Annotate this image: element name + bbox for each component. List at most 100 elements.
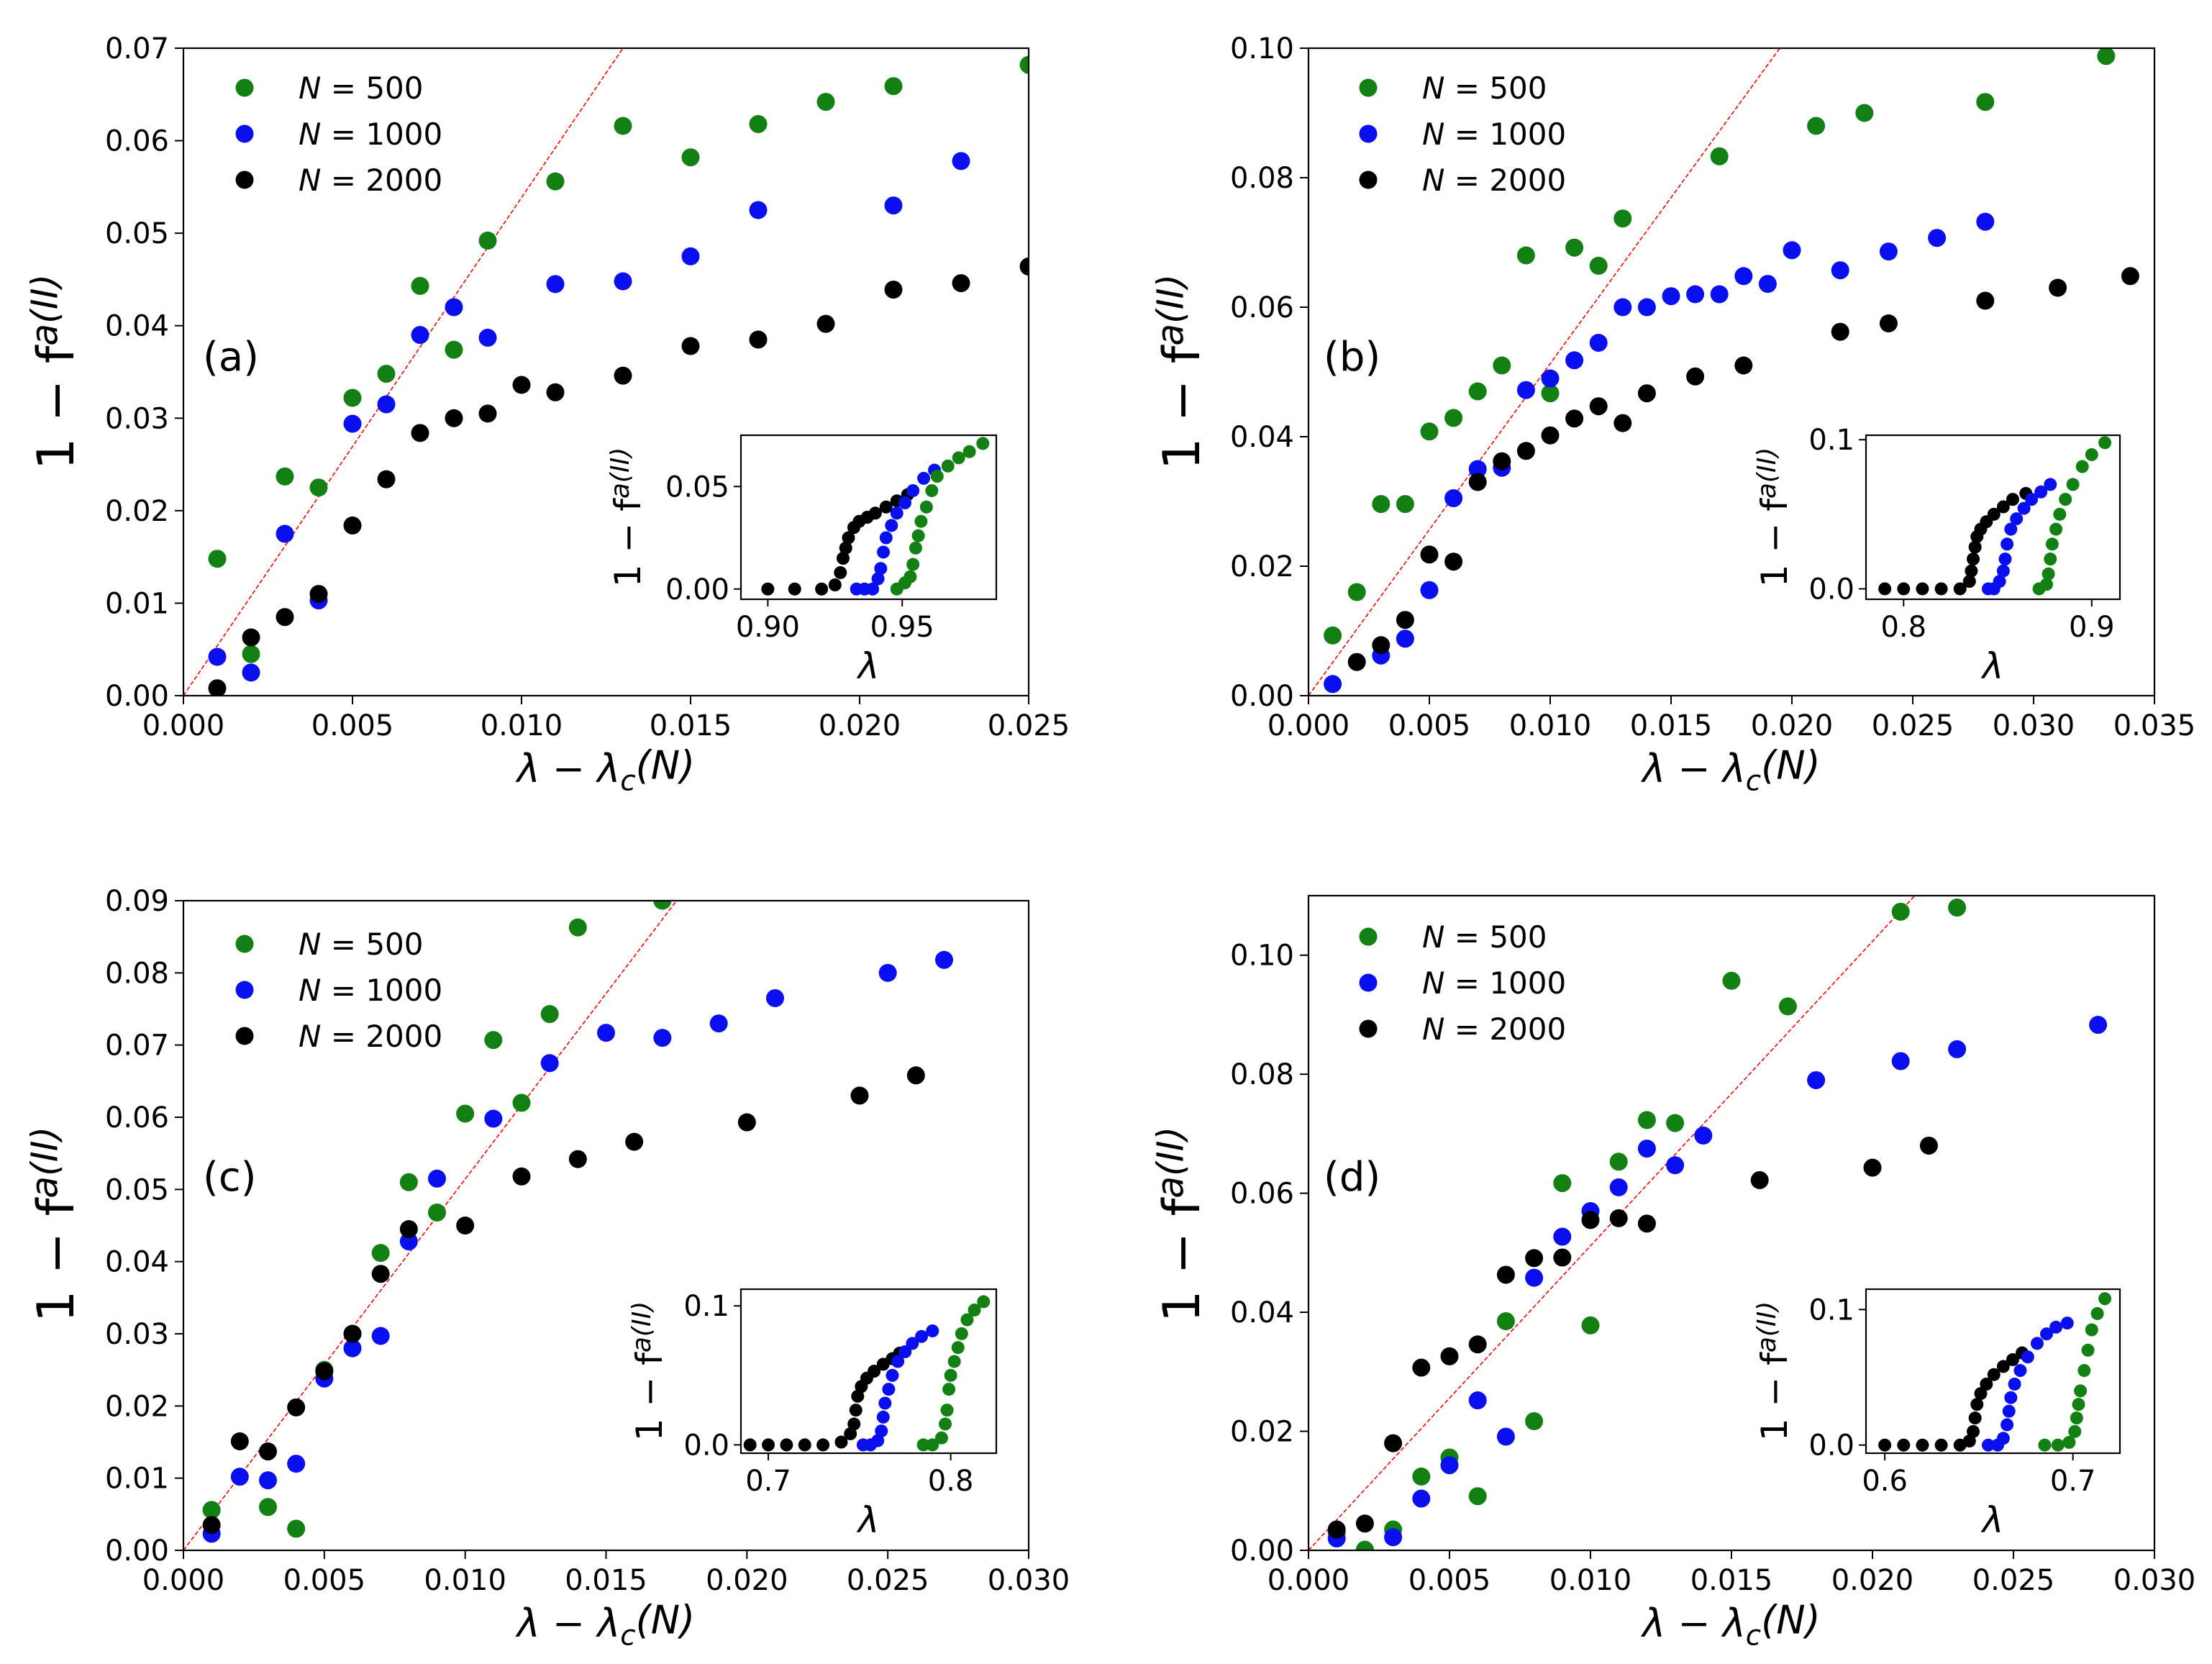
data-point	[1879, 242, 1898, 261]
inset-data-point	[828, 578, 842, 592]
legend-var: N	[1422, 965, 1444, 1001]
x-tick-label: 0.030	[1993, 709, 2075, 742]
x-tick-label: 0.010	[481, 709, 563, 742]
inset-data-point	[875, 1424, 888, 1438]
data-point	[1694, 1126, 1713, 1145]
data-point	[377, 470, 396, 488]
data-point	[242, 645, 260, 663]
inset-data-point	[871, 572, 885, 586]
inset-y-tick-label: 0.00	[665, 573, 729, 606]
inset-data-point	[780, 1438, 793, 1452]
inset-series-N500	[2038, 1292, 2112, 1452]
data-point	[399, 1173, 418, 1191]
data-point	[478, 231, 497, 250]
x-tick-label: 0.010	[424, 1564, 506, 1597]
inset-series-N500	[2032, 436, 2112, 596]
inset-data-point	[849, 1404, 863, 1417]
y-tick-label: 0.02	[105, 1390, 169, 1423]
data-point	[1440, 1347, 1459, 1365]
inset-data-point	[847, 1417, 861, 1431]
legend-label: N = 500	[299, 927, 423, 962]
x-tick-label: 0.020	[1831, 1564, 1914, 1597]
legend-value: = 500	[321, 927, 423, 962]
inset-x-axis-label: λ	[1980, 1499, 2004, 1541]
inset-data-point	[2030, 1337, 2044, 1350]
data-point	[1831, 261, 1849, 280]
inset-data-point	[1934, 582, 1948, 596]
y-tick-label: 0.08	[1230, 162, 1294, 195]
legend-var: N	[1422, 117, 1444, 152]
inset-data-point	[1965, 564, 1978, 578]
data-point	[1525, 1411, 1544, 1430]
y-tick-label: 0.02	[105, 495, 169, 528]
y-axis-label-sup: a(II)	[1149, 274, 1191, 346]
data-point	[377, 365, 396, 383]
inset-data-point	[2049, 522, 2063, 536]
inset-series-N500	[916, 1295, 991, 1452]
data-point	[371, 1265, 390, 1283]
x-tick-label: 0.005	[311, 709, 394, 742]
inset-data-point	[2001, 537, 2014, 551]
data-point	[749, 330, 768, 349]
data-point	[399, 1220, 418, 1239]
inset-y-axis-label-base: 1 − f	[607, 498, 649, 587]
data-point	[1581, 1316, 1600, 1335]
data-point	[952, 152, 970, 171]
data-point	[1553, 1248, 1572, 1267]
y-axis-label: 1 − fa(II)	[1149, 1127, 1211, 1322]
inset-data-point	[834, 565, 847, 579]
inset-data-point	[1987, 507, 2001, 521]
inset-data-point	[1987, 1368, 2001, 1381]
x-tick-label: 0.030	[2113, 1564, 2196, 1597]
inset-y-tick-label: 0.1	[683, 1290, 729, 1323]
data-point	[371, 1327, 390, 1345]
data-point	[1444, 553, 1463, 571]
panel-a: 0.000 0.005 0.010 0.015 0.020 0.025 0.00 0.01 0.…	[23, 32, 1070, 798]
inset-x-tick-label: 0.8	[928, 1465, 974, 1498]
y-tick-label: 0.04	[1230, 1296, 1294, 1329]
data-point	[276, 467, 294, 486]
data-point	[1609, 1209, 1628, 1227]
inset-data-point	[815, 582, 829, 596]
inset-x-axis-label: λ	[856, 1499, 880, 1541]
data-point	[1666, 1156, 1685, 1175]
inset-data-point	[1968, 540, 1982, 554]
data-point	[1948, 899, 1967, 917]
y-tick-label: 0.03	[105, 402, 169, 435]
data-point	[1750, 1170, 1769, 1189]
data-point	[1976, 291, 1995, 310]
y-tick-label: 0.10	[1230, 32, 1294, 65]
y-tick-label: 0.07	[105, 1029, 169, 1063]
data-point	[1468, 473, 1487, 491]
data-point	[1493, 452, 1511, 470]
inset-series-N2000	[1878, 486, 2033, 596]
data-point	[816, 93, 835, 112]
data-point	[343, 1339, 362, 1358]
legend-marker	[1359, 927, 1378, 946]
y-tick-label: 0.00	[1230, 1535, 1294, 1568]
data-point	[1976, 93, 1995, 112]
data-point	[2121, 267, 2139, 286]
y-tick-label: 0.02	[1230, 550, 1294, 583]
data-point	[1589, 334, 1608, 352]
data-point	[1783, 241, 1801, 260]
data-point	[1710, 285, 1729, 304]
data-point	[1879, 314, 1898, 332]
data-point	[1516, 246, 1535, 265]
data-point	[1609, 1178, 1628, 1196]
data-point	[540, 1054, 559, 1073]
y-axis-label-sup: a(II)	[1149, 1127, 1191, 1199]
inset-data-point	[1934, 1438, 1948, 1452]
data-point	[484, 1109, 503, 1128]
data-point	[1710, 147, 1729, 165]
data-point	[1412, 1358, 1431, 1377]
inset-x-axis-label: λ	[856, 645, 880, 687]
inset-data-point	[2072, 1398, 2085, 1411]
x-tick-label: 0.000	[1267, 1564, 1350, 1597]
inset-data-point	[885, 519, 898, 532]
legend-value: = 500	[321, 71, 423, 106]
data-point	[681, 247, 700, 265]
y-tick-label: 0.07	[105, 32, 169, 65]
data-point	[709, 1014, 728, 1033]
data-point	[1637, 298, 1656, 317]
